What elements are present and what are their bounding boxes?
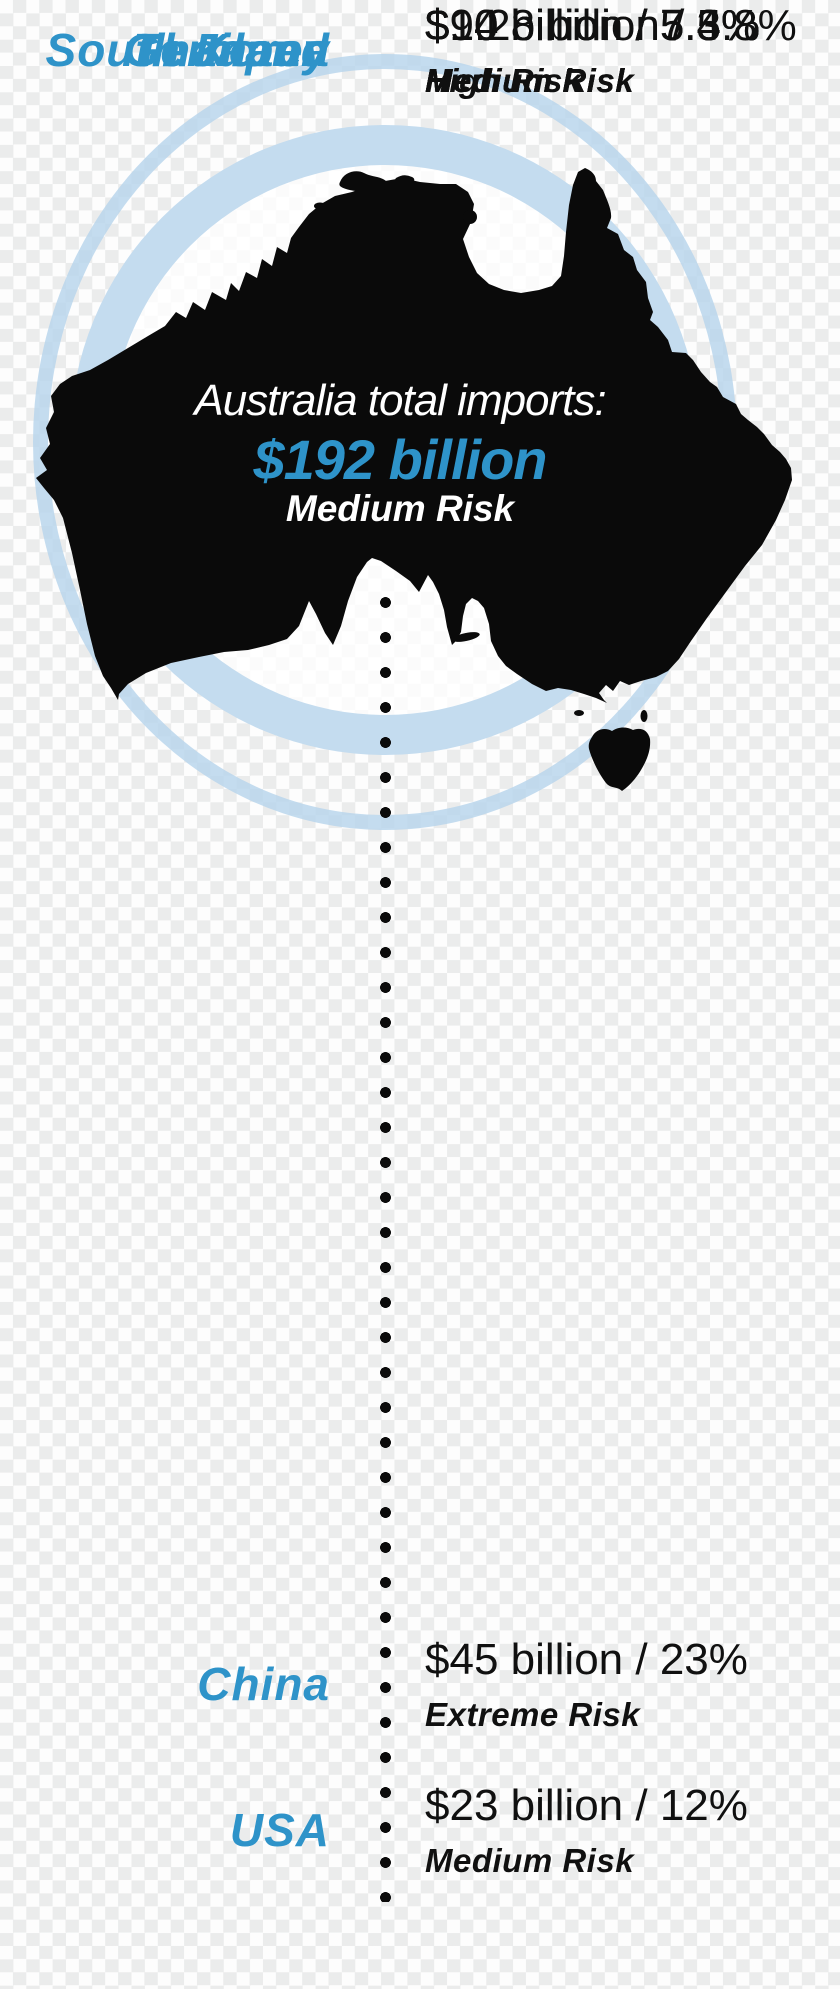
tasmania-shape: [588, 727, 651, 791]
caption-title: Australia total imports:: [194, 376, 606, 425]
small-island-top: [395, 175, 415, 185]
caption-total-value: $192 billion: [253, 428, 548, 491]
risk-level: High Risk: [425, 62, 582, 99]
import-value: $45 billion / 23%: [425, 1635, 748, 1684]
caption-risk-level: Medium Risk: [285, 488, 515, 529]
melville-island-shape: [339, 171, 388, 192]
country-label: China: [197, 1658, 330, 1710]
country-label: Germany: [123, 24, 330, 76]
country-label: Thailand: [132, 24, 330, 76]
import-row-china: China $45 billion / 23% Extreme Risk: [0, 1634, 840, 1754]
australia-map-silhouette: [36, 168, 792, 791]
flinders-island-shape: [640, 710, 648, 722]
import-row-germany: Germany $9.28 billion / 4.8% Medium Risk: [0, 0, 840, 120]
risk-level: Medium Risk: [425, 62, 635, 99]
risk-level: Medium Risk: [425, 62, 635, 99]
import-row-japan: Japan $14 billion / 7.5% Medium Risk: [0, 0, 840, 120]
country-label: South Korea: [45, 24, 330, 76]
king-island-shape: [574, 710, 584, 716]
import-row-usa: USA $23 billion / 12% Medium Risk: [0, 1780, 840, 1900]
country-label: Japan: [192, 24, 330, 76]
import-value: $10 billion / 5.3%: [425, 1, 761, 50]
map-caption: Australia total imports: $192 billion Me…: [140, 376, 660, 530]
risk-level: Extreme Risk: [425, 1696, 641, 1733]
import-row-thailand: Thailand $10 billion / 5.3% High Risk: [0, 0, 840, 120]
dotted-connector-line: [380, 597, 391, 1902]
import-value: $23 billion / 12%: [425, 1781, 748, 1830]
import-value: $14 billion / 7.5%: [425, 1, 761, 50]
island-near-gove: [463, 210, 477, 224]
country-label: USA: [229, 1804, 330, 1856]
kangaroo-island-shape: [452, 632, 480, 642]
import-value: $10 billion / 5.3%: [425, 1, 761, 50]
australia-mainland-shape: [36, 168, 792, 703]
import-row-south-korea: South Korea $10 billion / 5.3% Medium Ri…: [0, 0, 840, 120]
import-value: $9.28 billion / 4.8%: [425, 1, 797, 50]
risk-level: Medium Risk: [425, 62, 635, 99]
islet-northwest: [314, 202, 326, 210]
risk-level: Medium Risk: [425, 1842, 635, 1879]
